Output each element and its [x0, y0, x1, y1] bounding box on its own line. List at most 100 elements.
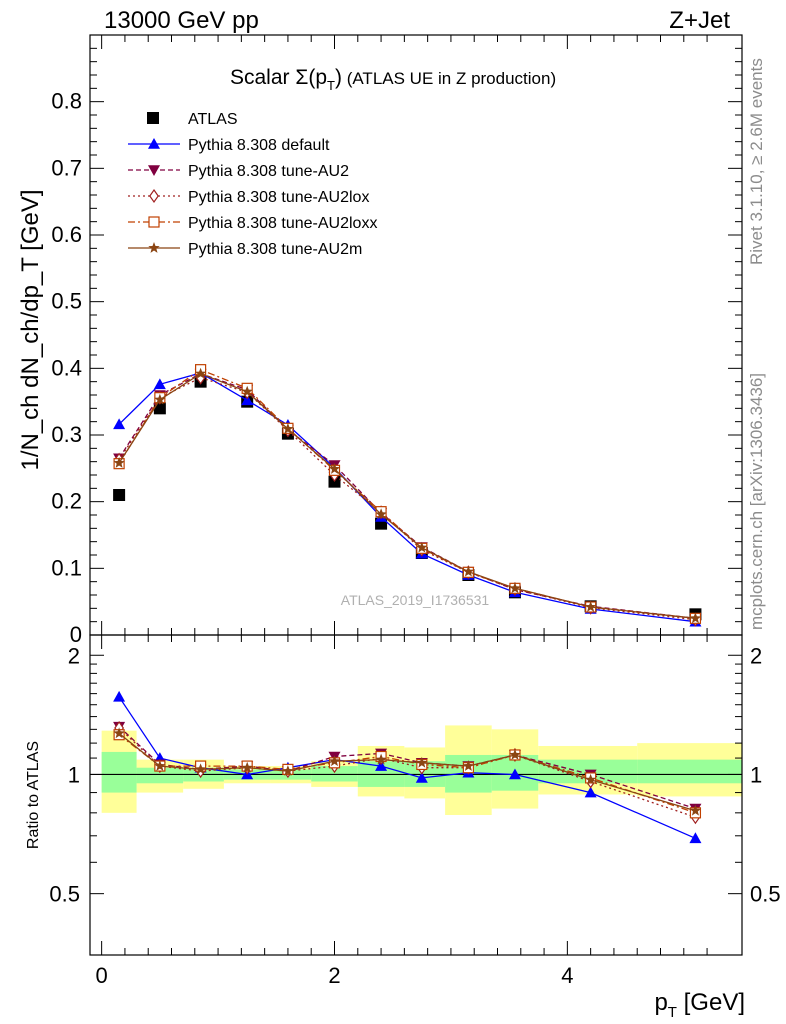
- ratio-series-point: [416, 756, 428, 768]
- series-point: [509, 582, 521, 594]
- legend-entry: Pythia 8.308 tune-AU2: [128, 163, 349, 180]
- ratio-series-point: [375, 760, 388, 771]
- main-panel: 0 0.1 0.2 0.3 0.4 0.5 0.6 0.7 0.8 Scalar Σ(pT) (…: [17, 34, 743, 647]
- series-point: [689, 612, 702, 624]
- ratio-series-point: [282, 765, 294, 776]
- legend-label: Pythia 8.308 default: [188, 137, 330, 154]
- series-point: [194, 367, 207, 379]
- plot-title: Scalar Σ(pT) (ATLAS UE in Z production): [230, 66, 556, 93]
- ratio-series-point: [584, 773, 597, 785]
- series-atlas: [113, 375, 702, 621]
- series-line: [118, 377, 696, 621]
- legend-marker: [148, 216, 160, 228]
- data-point-atlas: [113, 489, 126, 501]
- main-y-tick-label: 0.3: [51, 422, 82, 447]
- ratio-series-point: [689, 832, 702, 844]
- ratio-y-tick-label: 2: [68, 643, 80, 668]
- ratio-series-point: [241, 761, 253, 773]
- uncertainty-band-inner: [311, 766, 358, 782]
- x-axis-label-sub: T: [668, 1004, 677, 1021]
- legend-entry: Pythia 8.308 tune-AU2lox: [128, 188, 369, 206]
- legend-label: Pythia 8.308 tune-AU2m: [188, 241, 362, 258]
- ratio-series-point: [584, 786, 597, 798]
- main-y-tick-label: 0: [70, 622, 82, 647]
- ratio-series-point: [509, 749, 521, 760]
- legend-marker: [149, 188, 159, 204]
- series-line: [118, 372, 696, 619]
- series-point: [328, 463, 341, 474]
- series-pythia-8-308-tune-au2: [113, 368, 702, 625]
- plot-title-sub: T: [327, 78, 335, 93]
- series-point: [416, 541, 428, 553]
- ratio-series-point: [328, 755, 341, 767]
- analysis-watermark: ATLAS_2019_I1736531: [341, 592, 490, 608]
- series-point: [113, 457, 125, 468]
- series-point: [241, 385, 253, 397]
- ratio-series-point: [375, 753, 387, 765]
- ratio-y-tick-label: 1: [68, 762, 80, 787]
- ratio-series-point: [154, 760, 166, 771]
- legend-entry: Pythia 8.308 tune-AU2m: [128, 241, 362, 258]
- ratio-series-point: [113, 727, 125, 739]
- legend-entry: Pythia 8.308 default: [128, 137, 330, 154]
- plot-title-main: Scalar Σ(p: [230, 66, 327, 89]
- ratio-y-tick-label-right: 2: [750, 643, 762, 668]
- legend-marker: [148, 138, 160, 149]
- series-line: [118, 372, 696, 619]
- series-point: [462, 565, 475, 577]
- series-point: [584, 601, 597, 612]
- legend-entry: ATLAS: [147, 111, 238, 128]
- ratio-series-point: [415, 771, 428, 783]
- main-y-tick-label: 0.2: [51, 489, 82, 514]
- main-y-tick-label: 0.8: [51, 89, 82, 114]
- x-tick-label: 4: [561, 963, 573, 988]
- series-point: [113, 418, 126, 430]
- series-point: [282, 423, 294, 434]
- main-y-tick-label: 0.5: [51, 289, 82, 314]
- series-pythia-8-308-tune-au2lox: [114, 370, 701, 627]
- legend-label: ATLAS: [188, 111, 238, 128]
- series-pythia-8-308-tune-au2loxx: [113, 364, 702, 624]
- series-line: [118, 372, 696, 623]
- plot-title-rest: (ATLAS UE in Z production): [342, 69, 556, 88]
- main-y-tick-label: 0.7: [51, 155, 82, 180]
- ratio-series-pythia-8-308-tune-au2m: [113, 727, 702, 816]
- series-point: [241, 394, 254, 406]
- ratio-panel-frame: [89, 634, 743, 956]
- ratio-series-point: [194, 763, 207, 775]
- legend-label: Pythia 8.308 tune-AU2loxx: [188, 215, 377, 232]
- legend-entry: Pythia 8.308 tune-AU2loxx: [128, 215, 377, 232]
- ratio-y-tick-label: 0.5: [49, 882, 80, 907]
- x-axis-label-main: p: [654, 989, 667, 1016]
- ratio-series-point: [113, 690, 126, 702]
- mcplots-label: mcplots.cern.ch [arXiv:1306.3436]: [747, 373, 766, 630]
- series-pythia-8-308-tune-au2m: [113, 367, 702, 624]
- main-y-tick-label: 0.1: [51, 555, 82, 580]
- ratio-series-line: [118, 732, 696, 812]
- rivet-version-label: Rivet 3.1.10, ≥ 2.6M events: [747, 58, 766, 265]
- ratio-y-tick-label-right: 1: [750, 762, 762, 787]
- x-axis-label: pT [GeV]: [654, 989, 745, 1021]
- ratio-panel: 0.5 0.5 1 1 2 2 0 2 4 Ratio to ATLAS pT [GeV]: [25, 634, 781, 1021]
- uncertainty-band-inner: [101, 751, 137, 793]
- ratio-series-point: [689, 804, 702, 816]
- series-line: [118, 368, 696, 619]
- x-axis-label-rest: [GeV]: [677, 989, 745, 1016]
- uncertainty-band-inner: [136, 767, 184, 784]
- legend-marker-atlas: [147, 112, 159, 124]
- legend-marker: [148, 242, 160, 253]
- main-y-axis-label: 1/N_ch dN_ch/dp_T [GeV]: [17, 189, 44, 470]
- legend: ATLAS Pythia 8.308 default Pythia 8.308 tu…: [128, 111, 377, 258]
- header-energy-label: 13000 GeV pp: [104, 7, 259, 34]
- legend-label: Pythia 8.308 tune-AU2lox: [188, 189, 369, 206]
- main-y-tick-label: 0.4: [51, 355, 82, 380]
- ratio-series-point: [508, 768, 521, 780]
- ratio-y-tick-label-right: 0.5: [750, 882, 781, 907]
- legend-label: Pythia 8.308 tune-AU2: [188, 163, 349, 180]
- series-point: [153, 378, 166, 390]
- x-tick-label: 0: [96, 963, 108, 988]
- legend-marker: [148, 165, 160, 176]
- series-point: [375, 508, 387, 520]
- ratio-y-axis-label: Ratio to ATLAS: [25, 741, 42, 849]
